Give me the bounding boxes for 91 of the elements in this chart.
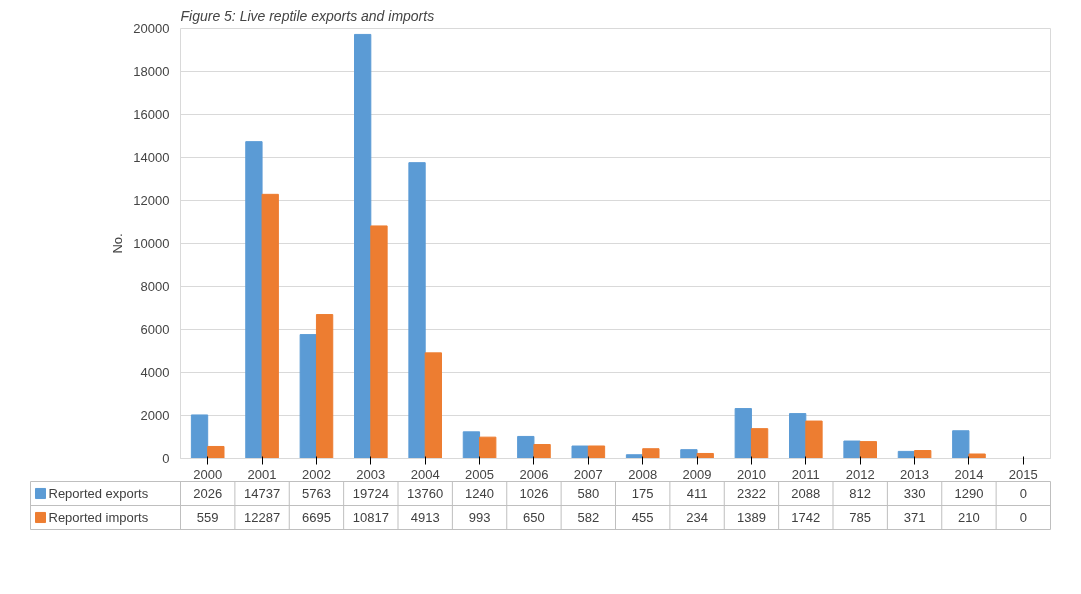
bar (261, 193, 279, 459)
data-label: 993 (468, 510, 491, 525)
data-label: 12287 (243, 510, 281, 525)
y-tick-label: 18000 (133, 64, 170, 79)
bar (859, 441, 877, 459)
y-tick-label: 8000 (140, 279, 170, 294)
data-label: 234 (686, 510, 708, 525)
chart-title: Figure 5: Live reptile exports and imports (180, 7, 435, 24)
data-label: 0 (1019, 510, 1027, 525)
data-label: 4913 (410, 510, 440, 525)
data-label: 1240 (465, 486, 495, 501)
y-tick-label: 20000 (133, 21, 170, 36)
data-label: 411 (686, 486, 708, 501)
x-tick-label: 2006 (519, 466, 549, 482)
x-tick-label: 2004 (410, 466, 440, 482)
bar (696, 452, 714, 459)
bar (952, 430, 970, 459)
x-tick-label: 2010 (736, 466, 766, 482)
y-tick-label: 4000 (140, 365, 170, 380)
data-label: 175 (631, 486, 654, 501)
x-tick-label: 2007 (573, 466, 603, 482)
bar (354, 33, 372, 459)
legend-label: Reported imports (48, 510, 149, 525)
bar (424, 352, 442, 459)
bar (408, 162, 426, 459)
data-label: 785 (849, 510, 872, 525)
data-label: 0 (1019, 486, 1027, 501)
x-tick-label: 2013 (900, 466, 930, 482)
bar (479, 436, 497, 459)
bar (517, 435, 535, 459)
bar (968, 453, 986, 459)
data-label: 2026 (193, 486, 223, 501)
bar (299, 334, 317, 459)
data-label: 330 (903, 486, 926, 501)
data-label: 10817 (352, 510, 389, 525)
data-label: 812 (849, 486, 872, 501)
x-tick-label: 2011 (791, 466, 820, 482)
y-tick-label: 16000 (133, 107, 170, 122)
data-label: 210 (958, 510, 980, 525)
bar (734, 408, 752, 459)
y-tick-label: 6000 (140, 322, 170, 337)
y-tick-label: 10000 (133, 236, 170, 251)
data-label: 559 (196, 510, 219, 525)
bar (750, 428, 769, 459)
bar (789, 413, 807, 459)
bar (370, 225, 388, 459)
data-label: 582 (577, 510, 600, 525)
x-tick-label: 2003 (356, 466, 386, 482)
bar (843, 440, 861, 459)
x-tick-label: 2002 (301, 466, 331, 482)
data-label: 1742 (791, 510, 821, 525)
bar (190, 414, 209, 459)
x-tick-label: 2014 (954, 466, 984, 482)
data-label: 455 (631, 510, 654, 525)
y-axis-title: No. (110, 233, 126, 254)
bar (914, 450, 932, 459)
data-label: 650 (523, 510, 545, 525)
bar (245, 141, 263, 459)
bar (533, 444, 551, 459)
x-tick-label: 2001 (247, 466, 277, 482)
data-label: 1290 (954, 486, 984, 501)
data-label: 19724 (352, 486, 389, 501)
y-tick-label: 14000 (133, 150, 170, 165)
y-tick-label: 0 (162, 451, 170, 466)
data-label: 580 (577, 486, 600, 501)
data-label: 6695 (301, 510, 331, 525)
bar (805, 420, 823, 459)
bar (462, 431, 481, 459)
data-label: 2088 (791, 486, 821, 501)
x-tick-label: 2009 (682, 466, 712, 482)
x-tick-label: 2005 (465, 466, 495, 482)
x-tick-label: 2008 (628, 466, 658, 482)
y-tick-label: 12000 (133, 193, 170, 208)
data-label: 1389 (736, 510, 766, 525)
bar (207, 445, 225, 459)
bar (571, 445, 589, 459)
bar (642, 448, 660, 459)
data-label: 371 (903, 510, 926, 525)
data-label: 5763 (301, 486, 331, 501)
data-label: 14737 (243, 486, 281, 501)
x-tick-label: 2012 (845, 466, 875, 482)
x-tick-label: 2015 (1008, 466, 1038, 482)
data-label: 1026 (519, 486, 549, 501)
x-tick-label: 2000 (193, 466, 223, 482)
bar (587, 445, 606, 459)
y-tick-label: 2000 (140, 408, 170, 423)
bar (315, 314, 334, 459)
bar (680, 449, 698, 459)
legend-label: Reported exports (48, 486, 149, 501)
data-label: 13760 (407, 486, 444, 501)
data-label: 2322 (736, 486, 766, 501)
